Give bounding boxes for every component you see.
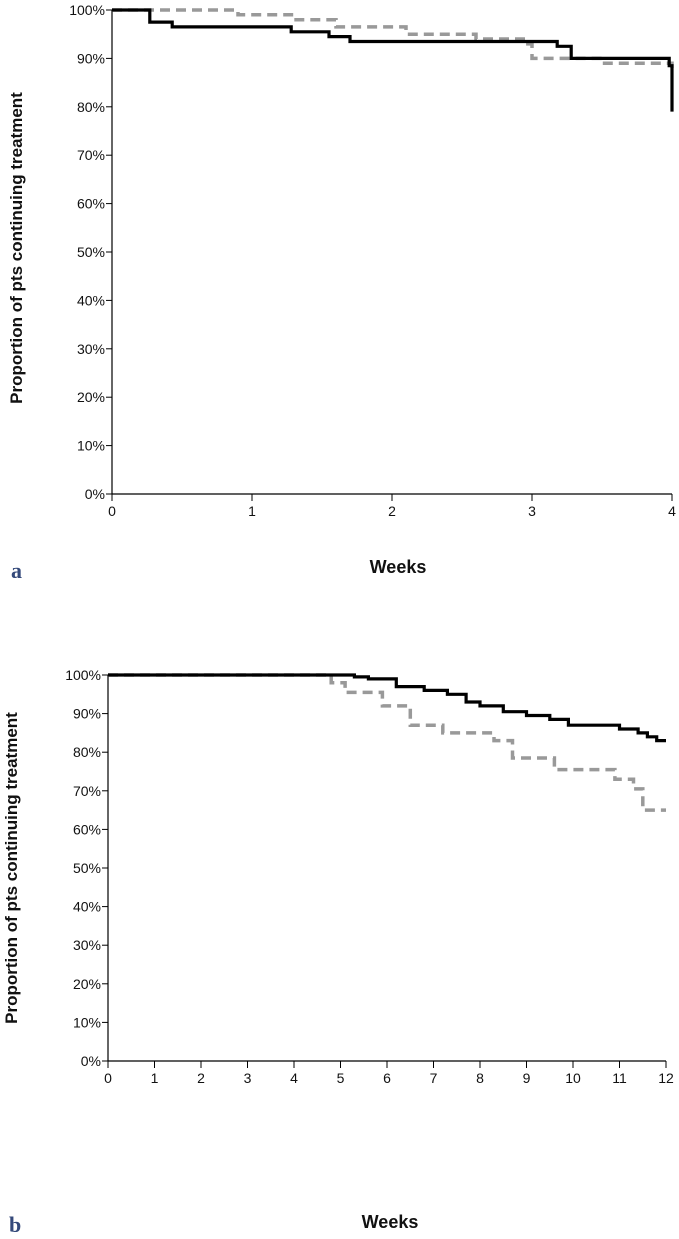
- y-tick-label-a: 100%: [69, 2, 105, 18]
- y-tick-label-b: 80%: [73, 744, 101, 760]
- y-tick-label-b: 90%: [73, 706, 101, 722]
- panel-label-a: a: [11, 558, 22, 583]
- y-tick-label-a: 0%: [85, 486, 105, 502]
- y-tick-label-b: 100%: [65, 667, 101, 683]
- chart-panel-a: Proportion of pts continuing treatment W…: [7, 2, 676, 583]
- dashed-series-line-a: [112, 8, 674, 69]
- y-tick-label-a: 40%: [77, 292, 105, 308]
- y-tick-label-b: 20%: [73, 976, 101, 992]
- x-tick-label-b: 10: [565, 1070, 581, 1086]
- y-tick-label-b: 0%: [81, 1053, 101, 1069]
- x-tick-label-b: 5: [337, 1070, 345, 1086]
- x-tick-label-b: 4: [290, 1070, 298, 1086]
- x-tick-label-a: 2: [388, 503, 396, 519]
- x-tick-label-b: 2: [197, 1070, 205, 1086]
- y-tick-label-a: 20%: [77, 389, 105, 405]
- y-tick-label-b: 40%: [73, 899, 101, 915]
- y-tick-label-a: 30%: [77, 341, 105, 357]
- x-axis-label-a: Weeks: [370, 557, 427, 577]
- y-tick-label-b: 70%: [73, 783, 101, 799]
- x-tick-label-b: 6: [383, 1070, 391, 1086]
- x-axis-label-b: Weeks: [362, 1212, 419, 1232]
- y-tick-label-a: 10%: [77, 438, 105, 454]
- x-tick-label-a: 4: [668, 503, 676, 519]
- solid-series-line-b: [108, 673, 666, 743]
- x-tick-label-b: 7: [430, 1070, 438, 1086]
- x-tick-label-b: 12: [658, 1070, 674, 1086]
- x-tick-label-a: 3: [528, 503, 536, 519]
- y-tick-label-a: 50%: [77, 244, 105, 260]
- x-tick-label-a: 1: [248, 503, 256, 519]
- panel-label-b: b: [9, 1212, 21, 1237]
- y-tick-label-a: 90%: [77, 50, 105, 66]
- x-tick-label-b: 8: [476, 1070, 484, 1086]
- x-tick-label-b: 11: [612, 1070, 627, 1086]
- plot-area-b: 0%10%20%30%40%50%60%70%80%90%100%0 1 2 3 4 5 6…: [65, 667, 674, 1086]
- y-tick-label-a: 80%: [77, 99, 105, 115]
- x-tick-label-b: 9: [523, 1070, 531, 1086]
- y-tick-label-b: 50%: [73, 860, 101, 876]
- chart-panel-b: Proportion of pts continuing treatment W…: [2, 667, 674, 1237]
- x-tick-label-b: 0: [104, 1070, 112, 1086]
- solid-series-line-a: [112, 8, 674, 112]
- y-axis-label-a: Proportion of pts continuing treatment: [7, 92, 26, 404]
- x-tick-label-b: 1: [151, 1070, 159, 1086]
- y-tick-label-b: 30%: [73, 937, 101, 953]
- y-tick-label-b: 10%: [73, 1014, 101, 1030]
- y-tick-label-a: 70%: [77, 147, 105, 163]
- plot-area-a: 0% 10% 20% 30% 40% 50% 60% 70% 80% 90% 100% 0 1 2 3 4: [69, 2, 676, 519]
- y-axis-label-b: Proportion of pts continuing treatment: [2, 712, 21, 1024]
- x-tick-label-a: 0: [108, 503, 116, 519]
- y-tick-label-a: 60%: [77, 196, 105, 212]
- dashed-series-line-b: [108, 673, 666, 812]
- x-tick-label-b: 3: [244, 1070, 252, 1086]
- y-tick-label-b: 60%: [73, 821, 101, 837]
